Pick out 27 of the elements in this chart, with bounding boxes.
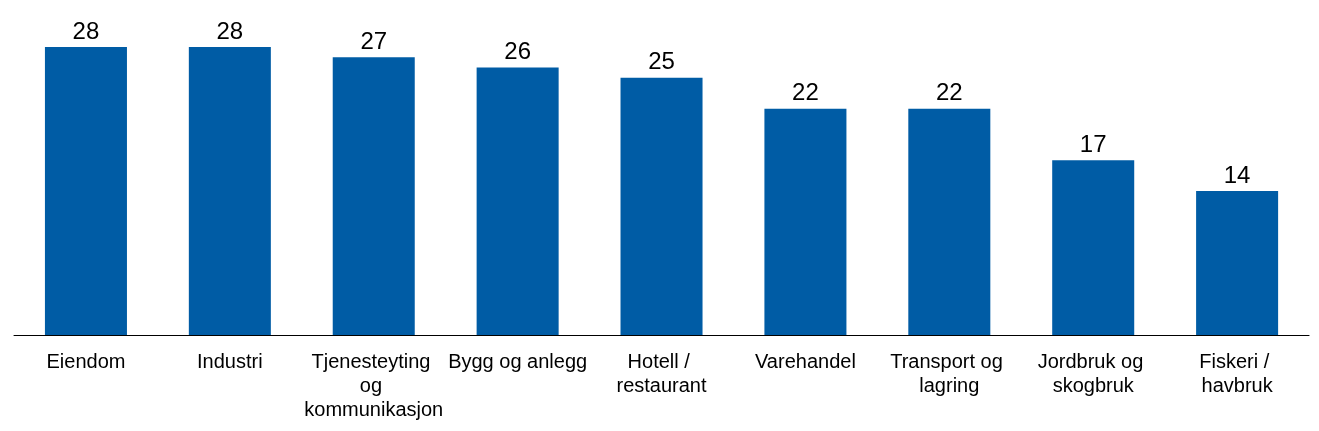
data-label: 26 xyxy=(504,37,531,65)
bar xyxy=(332,57,415,335)
data-label: 22 xyxy=(792,78,819,106)
x-tick-label: Tjenesteyting og kommunikasjon xyxy=(304,350,444,420)
x-tick-label: Eiendom xyxy=(46,350,126,372)
data-label: 28 xyxy=(72,16,100,44)
x-tick-label: Varehandel xyxy=(755,350,856,372)
x-tick-label: Hotell / restaurant xyxy=(616,350,707,396)
bar xyxy=(620,77,703,335)
data-label: 27 xyxy=(360,26,388,54)
data-label: 22 xyxy=(935,78,963,106)
x-tick-label: Bygg og anlegg xyxy=(448,350,588,372)
bar xyxy=(44,47,127,335)
x-tick-label: Fiskeri / havbruk xyxy=(1199,350,1275,396)
data-label: 14 xyxy=(1223,160,1251,188)
x-tick-label: Industri xyxy=(197,350,263,372)
bar xyxy=(908,108,991,335)
data-label: 17 xyxy=(1079,129,1107,157)
x-tick-label: Jordbruk og skogbruk xyxy=(1037,350,1149,396)
data-label: 25 xyxy=(648,47,675,75)
bar xyxy=(1196,191,1279,335)
x-tick-label: Transport og lagring xyxy=(890,350,1009,396)
bar xyxy=(1052,160,1135,335)
bar xyxy=(476,67,559,335)
data-label: 28 xyxy=(216,16,244,44)
bar xyxy=(764,108,847,335)
bar xyxy=(188,47,271,335)
